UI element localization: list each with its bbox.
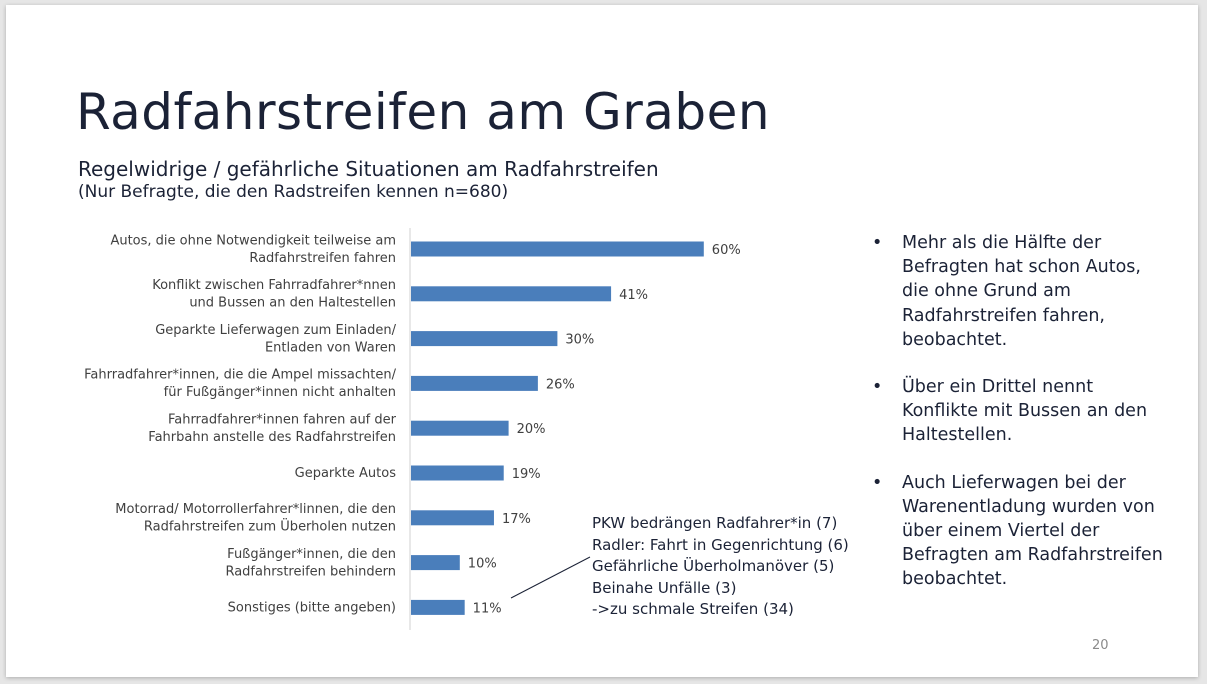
category-label: Fahrradfahrer*innen, die die Ampel missa…: [84, 368, 396, 383]
finding-text: Über ein Drittel nennt Konflikte mit Bus…: [902, 377, 1148, 446]
bar: [411, 420, 509, 436]
annotation-line: Beinahe Unfälle (3): [592, 578, 737, 597]
annotation-line: Gefährliche Überholmanöver (5): [592, 557, 835, 575]
category-label: Geparkte Autos: [295, 466, 397, 481]
data-label: 60%: [712, 243, 741, 258]
bar: [411, 375, 538, 391]
category-label: Radfahrstreifen behindern: [225, 564, 396, 579]
annotation-line: ->zu schmale Streifen (34): [592, 600, 794, 618]
key-findings-list: • Mehr als die Hälfte der Befragten hat …: [872, 231, 1172, 615]
finding-bullet: • Auch Lieferwagen bei der Warenentladun…: [872, 471, 1172, 592]
bar: [411, 555, 460, 571]
category-label: Fußgänger*innen, die den: [227, 547, 396, 562]
other-answers-annotation: PKW bedrängen Radfahrer*in (7) Radler: F…: [592, 513, 849, 621]
data-label: 41%: [619, 288, 648, 303]
bar: [411, 465, 504, 481]
data-label: 17%: [502, 512, 531, 527]
finding-text: Mehr als die Hälfte der Befragten hat sc…: [902, 233, 1141, 350]
category-label: Motorrad/ Motorrollerfahrer*linnen, die …: [115, 502, 396, 517]
finding-text: Auch Lieferwagen bei der Warenentladung …: [902, 472, 1163, 590]
slide-title: Radfahrstreifen am Graben: [76, 83, 771, 141]
data-label: 11%: [473, 601, 502, 616]
finding-bullet: • Mehr als die Hälfte der Befragten hat …: [872, 231, 1172, 352]
category-label: Entladen von Waren: [265, 340, 396, 355]
category-label: Radfahrstreifen zum Überholen nutzen: [144, 518, 396, 535]
category-label: Fahrradfahrer*innen fahren auf der: [168, 412, 397, 427]
category-label: Konflikt zwischen Fahrradfahrer*nnen: [152, 278, 396, 293]
data-label: 20%: [517, 422, 546, 437]
bar: [411, 286, 612, 302]
category-label: Geparkte Lieferwagen zum Einladen/: [155, 323, 396, 338]
annotation-line: PKW bedrängen Radfahrer*in (7): [592, 514, 838, 532]
chart-subtitle: Regelwidrige / gefährliche Situationen a…: [78, 157, 659, 181]
category-label: Fahrbahn anstelle des Radfahrstreifen: [148, 430, 396, 445]
bar: [411, 599, 465, 615]
category-label: und Bussen an den Haltestellen: [189, 296, 396, 311]
chart-sample-note: (Nur Befragte, die den Radstreifen kenne…: [78, 182, 509, 202]
bar: [411, 331, 558, 347]
slide: Radfahrstreifen am Graben Regelwidrige /…: [6, 5, 1198, 677]
category-label: für Fußgänger*innen nicht anhalten: [164, 385, 396, 400]
bullet-marker: •: [872, 233, 883, 253]
annotation-line: Radler: Fahrt in Gegenrichtung (6): [592, 535, 849, 554]
category-label: Radfahrstreifen fahren: [249, 251, 396, 266]
bullet-marker: •: [872, 472, 883, 493]
bar: [411, 510, 494, 526]
category-label: Autos, die ohne Notwendigkeit teilweise …: [110, 233, 396, 248]
data-label: 30%: [565, 333, 594, 348]
finding-bullet: • Über ein Drittel nennt Konflikte mit B…: [872, 375, 1172, 448]
bar: [411, 241, 704, 257]
data-label: 26%: [546, 377, 575, 392]
category-label: Sonstiges (bitte angeben): [228, 600, 396, 615]
data-label: 10%: [468, 557, 497, 572]
page-number: 20: [1092, 638, 1109, 653]
bullet-marker: •: [872, 377, 883, 398]
data-label: 19%: [512, 467, 541, 482]
annotation-leader-line: [510, 556, 591, 599]
